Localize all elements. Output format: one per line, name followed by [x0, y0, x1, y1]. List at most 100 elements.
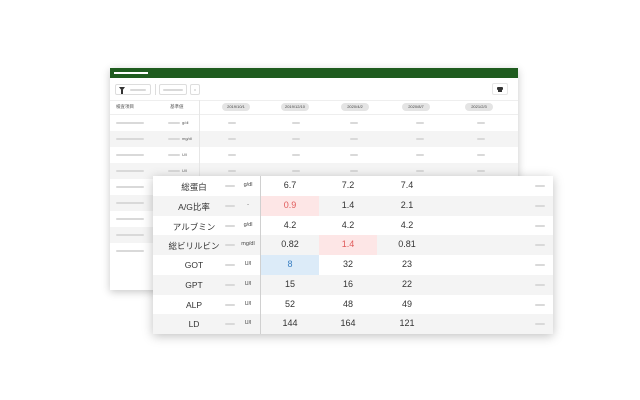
unit-label: g/dl: [243, 182, 253, 188]
table-row: U/l: [110, 147, 518, 163]
reference-placeholder: [168, 154, 180, 156]
value-placeholder: [292, 122, 300, 124]
reference-placeholder: [225, 244, 235, 247]
value-placeholder: [228, 122, 236, 124]
date-column-3[interactable]: 2020/4/2: [341, 103, 369, 111]
value-placeholder: [535, 224, 545, 227]
result-value: 4.2: [283, 219, 297, 230]
value-placeholder: [350, 170, 358, 172]
unit-label: -: [247, 201, 249, 208]
result-value: 52: [284, 298, 295, 309]
result-value: 49: [401, 298, 412, 309]
toolbar-separator: [155, 84, 156, 95]
item-name-placeholder: [116, 218, 144, 220]
value-placeholder: [535, 185, 545, 187]
result-value: 1.4: [341, 199, 355, 210]
toolbar: [110, 78, 518, 100]
reference-placeholder: [225, 185, 235, 187]
result-value-high: 0.9: [261, 195, 319, 216]
value-placeholder: [292, 138, 300, 140]
print-button[interactable]: [492, 83, 508, 95]
reference-placeholder: [168, 138, 180, 140]
date-to-field[interactable]: [190, 84, 200, 95]
date-column-1[interactable]: 2019/10/1: [222, 103, 250, 111]
result-value: 0.81: [398, 239, 416, 250]
reference-placeholder: [225, 264, 235, 266]
value-placeholder: [535, 264, 545, 266]
result-value: 0.82: [281, 239, 299, 250]
date-column-4[interactable]: 2020/8/7: [402, 103, 430, 111]
date-column-5[interactable]: 2021/2/3: [465, 103, 493, 111]
test-name: A/G比率: [178, 201, 210, 212]
result-value-high: 1.4: [319, 235, 377, 255]
result-value: 4.2: [400, 219, 414, 230]
item-name-placeholder: [116, 170, 144, 172]
result-value: 15: [284, 278, 295, 289]
result-value: 16: [342, 278, 353, 289]
table-row: 総蛋白 g/dl 6.7 7.2 7.4: [153, 176, 553, 196]
value-placeholder: [535, 283, 545, 286]
reference-placeholder: [168, 170, 180, 172]
table-row: 総ビリルビン mg/dl 0.82 1.4 0.81: [153, 235, 553, 255]
value-placeholder: [228, 170, 236, 172]
value-placeholder: [228, 154, 236, 156]
app-logo: [114, 72, 148, 74]
test-name: ALP: [185, 299, 203, 310]
table-row: ALP U/l 52 48 49: [153, 295, 553, 315]
reference-placeholder: [225, 283, 235, 286]
test-name: 総蛋白: [181, 182, 207, 192]
unit-label: mg/dl: [182, 136, 192, 141]
result-value: 164: [340, 318, 356, 329]
filter-button[interactable]: [115, 84, 151, 95]
unit-label: mg/dl: [241, 241, 255, 248]
reference-placeholder: [225, 323, 235, 326]
test-name: アルブミン: [172, 221, 216, 232]
table-row: g/dl: [110, 115, 518, 131]
unit-label: U/l: [182, 168, 187, 173]
value-placeholder: [535, 323, 545, 326]
item-name-placeholder: [116, 202, 144, 204]
table-row: LD U/l 144 164 121: [153, 314, 553, 334]
result-value: 23: [401, 259, 412, 269]
lab-results-card: 総蛋白 g/dl 6.7 7.2 7.4 A/G比率 -0.9 1.4 2.1 アルブミン g/dl…: [153, 176, 553, 334]
column-divider: [260, 176, 261, 334]
unit-label: g/dl: [243, 221, 253, 228]
value-placeholder: [350, 138, 358, 140]
unit-label: U/l: [244, 320, 252, 327]
app-header: [110, 68, 518, 78]
value-placeholder: [228, 138, 236, 140]
value-placeholder: [416, 138, 424, 140]
item-name-placeholder: [116, 234, 144, 236]
item-name-placeholder: [116, 138, 144, 140]
value-placeholder: [350, 154, 358, 156]
header-item: 検査項目: [116, 104, 134, 109]
reference-placeholder: [225, 303, 235, 306]
item-name-placeholder: [116, 250, 144, 252]
item-name-placeholder: [116, 122, 144, 124]
unit-label: U/l: [244, 261, 252, 267]
lab-results-table: 総蛋白 g/dl 6.7 7.2 7.4 A/G比率 -0.9 1.4 2.1 アルブミン g/dl…: [153, 176, 553, 334]
column-header-row: 検査項目 基準値 2019/10/1 2019/12/10 2020/4/2 2…: [110, 100, 518, 115]
table-row: アルブミン g/dl 4.2 4.2 4.2: [153, 216, 553, 236]
table-row: GOT U/l 8 32 23: [153, 255, 553, 275]
value-placeholder: [477, 154, 485, 156]
result-value: 22: [401, 278, 412, 289]
reference-placeholder: [225, 204, 235, 207]
date-column-2[interactable]: 2019/12/10: [281, 103, 309, 111]
result-value: 121: [399, 318, 415, 329]
result-value-low: 8: [261, 255, 319, 275]
result-value: 7.4: [400, 180, 414, 190]
test-name: GPT: [185, 279, 203, 290]
value-placeholder: [477, 138, 485, 140]
value-placeholder: [416, 122, 424, 124]
date-from-field[interactable]: [159, 84, 187, 95]
value-placeholder: [535, 244, 545, 247]
filter-icon: [119, 87, 125, 94]
table-row: mg/dl: [110, 131, 518, 147]
unit-label: U/l: [182, 152, 187, 157]
reference-placeholder: [168, 122, 180, 124]
table-row: GPT U/l 15 16 22: [153, 274, 553, 295]
header-reference: 基準値: [170, 104, 184, 109]
unit-label: U/l: [244, 300, 252, 307]
table-row: A/G比率 - 0.9 1.4 2.1: [153, 195, 553, 216]
